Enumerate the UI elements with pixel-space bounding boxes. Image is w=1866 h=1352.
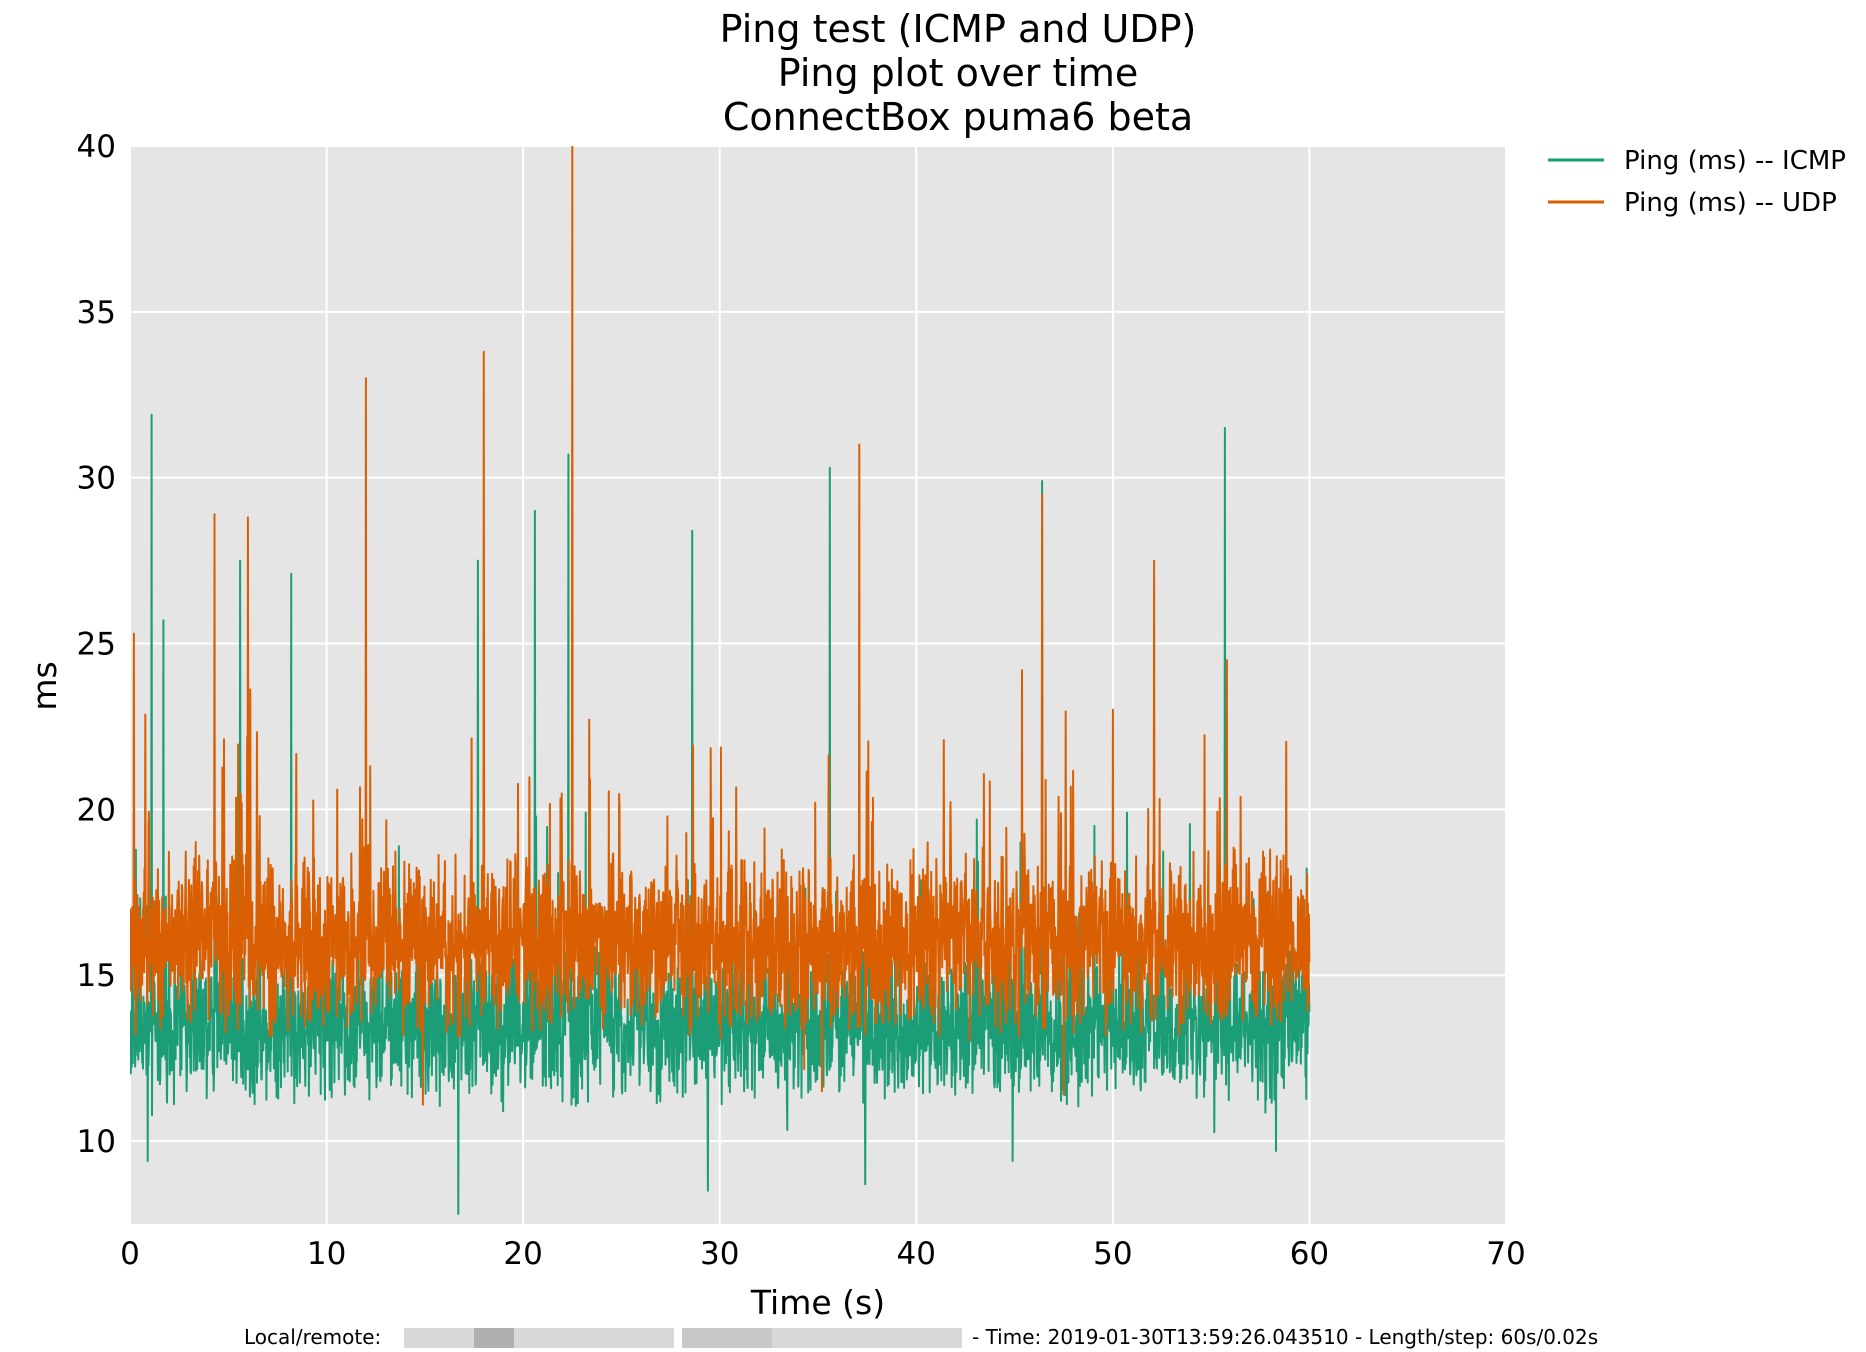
series-lines xyxy=(130,146,1311,1215)
y-tick-label: 25 xyxy=(77,627,116,663)
chart-subtitle-line-2: ConnectBox puma6 beta xyxy=(723,95,1193,139)
x-tick-labels: 0 10 20 30 40 50 60 70 xyxy=(120,1236,1526,1272)
x-axis-label: Time (s) xyxy=(750,1283,885,1322)
x-tick-label: 0 xyxy=(120,1236,140,1272)
x-tick-label: 10 xyxy=(307,1236,346,1272)
y-tick-label: 30 xyxy=(77,461,116,497)
legend-label: Ping (ms) -- UDP xyxy=(1624,188,1837,218)
redacted-address-block xyxy=(404,1328,962,1348)
y-axis-label: ms xyxy=(25,661,64,710)
x-tick-label: 50 xyxy=(1093,1236,1132,1272)
footer-suffix: - Time: 2019-01-30T13:59:26.043510 - Len… xyxy=(972,1325,1598,1349)
chart-subtitle-line-1: Ping plot over time xyxy=(778,51,1139,95)
y-tick-label: 10 xyxy=(77,1124,116,1160)
y-tick-label: 35 xyxy=(77,295,116,331)
x-tick-label: 60 xyxy=(1290,1236,1329,1272)
y-tick-label: 40 xyxy=(77,129,116,165)
x-tick-label: 70 xyxy=(1486,1236,1525,1272)
x-tick-label: 30 xyxy=(700,1236,739,1272)
y-tick-labels: 10 15 20 25 30 35 40 xyxy=(77,129,116,1160)
legend-label: Ping (ms) -- ICMP xyxy=(1624,146,1846,176)
legend: Ping (ms) -- ICMP Ping (ms) -- UDP xyxy=(1548,146,1846,218)
y-tick-label: 20 xyxy=(77,792,116,828)
x-tick-label: 20 xyxy=(503,1236,542,1272)
x-tick-label: 40 xyxy=(897,1236,936,1272)
chart-title: Ping test (ICMP and UDP) xyxy=(720,7,1197,51)
footer-prefix: Local/remote: xyxy=(244,1325,381,1349)
series-line-udp xyxy=(130,146,1311,1106)
y-tick-label: 15 xyxy=(77,958,116,994)
